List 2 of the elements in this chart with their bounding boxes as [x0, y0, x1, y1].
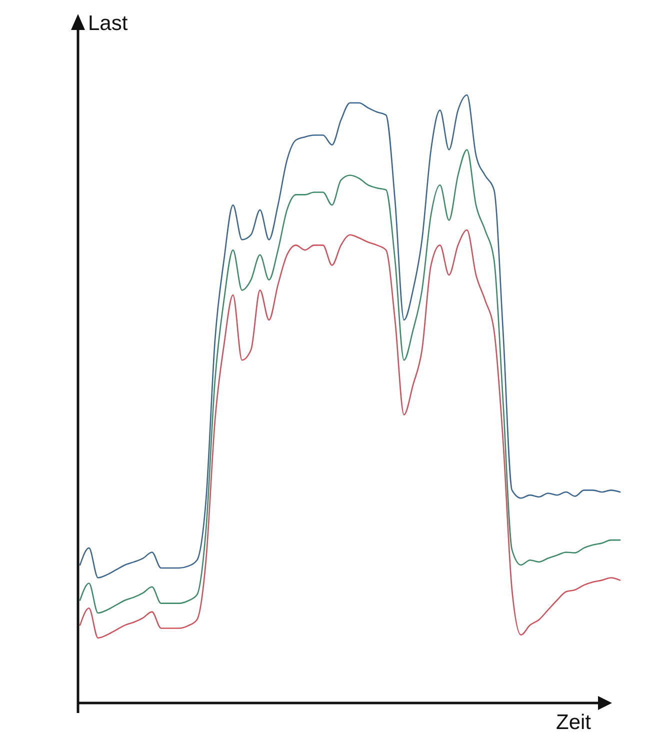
y-axis-title: Last [88, 12, 128, 35]
x-axis-title: Zeit [556, 711, 592, 733]
